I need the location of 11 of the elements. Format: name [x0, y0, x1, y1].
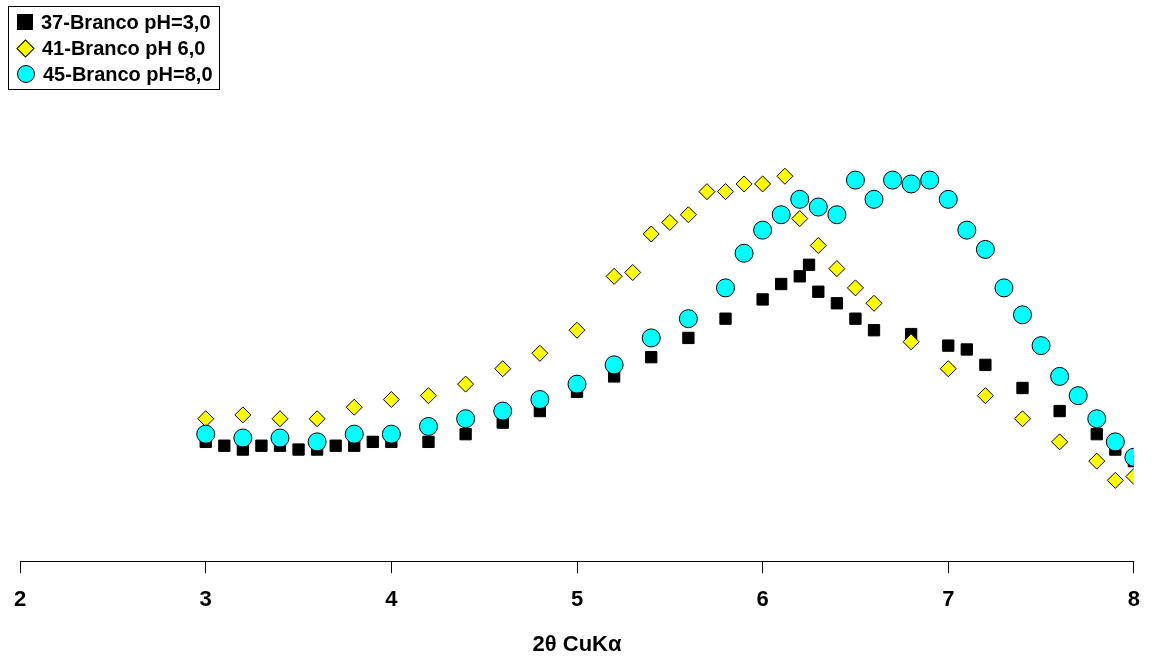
x-tick-label: 2	[13, 586, 27, 612]
legend-label: 37-Branco pH=3,0	[41, 10, 211, 35]
x-tick-label: 5	[570, 586, 584, 612]
x-axis-title: 2θ CuKα	[532, 630, 622, 656]
x-tick-label: 8	[1127, 586, 1141, 612]
x-tick-label: 7	[942, 586, 955, 612]
x-tick-label: 4	[385, 586, 399, 612]
x-tick-label: 3	[199, 586, 212, 612]
x-tick-label: 6	[756, 586, 769, 612]
legend-label: 41-Branco pH 6,0	[42, 36, 206, 61]
legend-label: 45-Branco pH=8,0	[43, 62, 213, 87]
